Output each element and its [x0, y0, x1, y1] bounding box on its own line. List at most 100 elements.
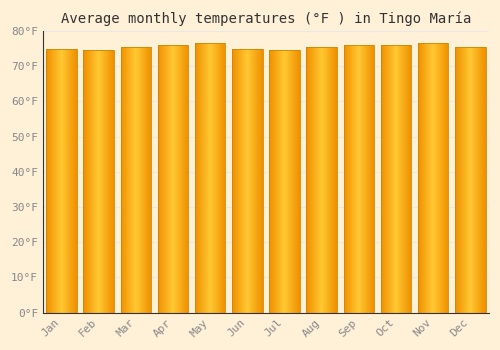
- Bar: [332, 47, 333, 313]
- Bar: [418, 43, 448, 313]
- Bar: [208, 43, 209, 313]
- Bar: [181, 45, 182, 313]
- Bar: [260, 49, 261, 313]
- Bar: [178, 45, 179, 313]
- Bar: [469, 47, 470, 313]
- Bar: [169, 45, 170, 313]
- Bar: [102, 50, 103, 313]
- Bar: [128, 47, 129, 313]
- Bar: [165, 45, 166, 313]
- Bar: [70, 49, 72, 313]
- Bar: [158, 45, 188, 313]
- Bar: [371, 45, 372, 313]
- Bar: [202, 43, 203, 313]
- Bar: [121, 47, 122, 313]
- Bar: [242, 49, 243, 313]
- Bar: [369, 45, 370, 313]
- Bar: [253, 49, 254, 313]
- Bar: [109, 50, 110, 313]
- Bar: [244, 49, 245, 313]
- Bar: [200, 43, 201, 313]
- Bar: [179, 45, 180, 313]
- Bar: [410, 45, 411, 313]
- Bar: [174, 45, 175, 313]
- Bar: [336, 47, 337, 313]
- Bar: [136, 47, 137, 313]
- Bar: [240, 49, 242, 313]
- Bar: [211, 43, 212, 313]
- Bar: [418, 43, 419, 313]
- Bar: [92, 50, 93, 313]
- Bar: [314, 47, 315, 313]
- Bar: [310, 47, 312, 313]
- Bar: [51, 49, 52, 313]
- Bar: [365, 45, 366, 313]
- Bar: [426, 43, 427, 313]
- Bar: [106, 50, 107, 313]
- Bar: [484, 47, 485, 313]
- Bar: [354, 45, 355, 313]
- Bar: [289, 50, 290, 313]
- Bar: [221, 43, 222, 313]
- Bar: [442, 43, 443, 313]
- Bar: [440, 43, 441, 313]
- Bar: [64, 49, 65, 313]
- Bar: [330, 47, 331, 313]
- Bar: [433, 43, 434, 313]
- Bar: [139, 47, 140, 313]
- Bar: [46, 49, 47, 313]
- Bar: [438, 43, 439, 313]
- Bar: [428, 43, 429, 313]
- Bar: [455, 47, 456, 313]
- Bar: [88, 50, 89, 313]
- Bar: [478, 47, 479, 313]
- Bar: [183, 45, 184, 313]
- Bar: [455, 47, 486, 313]
- Bar: [393, 45, 394, 313]
- Bar: [67, 49, 68, 313]
- Bar: [256, 49, 257, 313]
- Bar: [195, 43, 226, 313]
- Bar: [129, 47, 130, 313]
- Bar: [276, 50, 277, 313]
- Bar: [295, 50, 296, 313]
- Bar: [100, 50, 101, 313]
- Bar: [278, 50, 279, 313]
- Bar: [436, 43, 437, 313]
- Bar: [91, 50, 92, 313]
- Bar: [280, 50, 281, 313]
- Bar: [317, 47, 318, 313]
- Bar: [143, 47, 144, 313]
- Bar: [331, 47, 332, 313]
- Bar: [220, 43, 221, 313]
- Bar: [344, 45, 374, 313]
- Bar: [466, 47, 468, 313]
- Bar: [292, 50, 293, 313]
- Bar: [53, 49, 54, 313]
- Bar: [104, 50, 105, 313]
- Bar: [456, 47, 457, 313]
- Bar: [306, 47, 337, 313]
- Bar: [101, 50, 102, 313]
- Bar: [166, 45, 167, 313]
- Bar: [307, 47, 308, 313]
- Bar: [385, 45, 386, 313]
- Bar: [185, 45, 186, 313]
- Bar: [275, 50, 276, 313]
- Bar: [218, 43, 220, 313]
- Bar: [110, 50, 111, 313]
- Bar: [364, 45, 365, 313]
- Bar: [270, 50, 300, 313]
- Bar: [319, 47, 320, 313]
- Bar: [423, 43, 424, 313]
- Bar: [94, 50, 95, 313]
- Bar: [120, 47, 151, 313]
- Bar: [327, 47, 328, 313]
- Bar: [334, 47, 335, 313]
- Bar: [60, 49, 61, 313]
- Bar: [126, 47, 128, 313]
- Title: Average monthly temperatures (°F ) in Tingo María: Average monthly temperatures (°F ) in Ti…: [60, 11, 471, 26]
- Bar: [238, 49, 239, 313]
- Bar: [61, 49, 62, 313]
- Bar: [195, 43, 196, 313]
